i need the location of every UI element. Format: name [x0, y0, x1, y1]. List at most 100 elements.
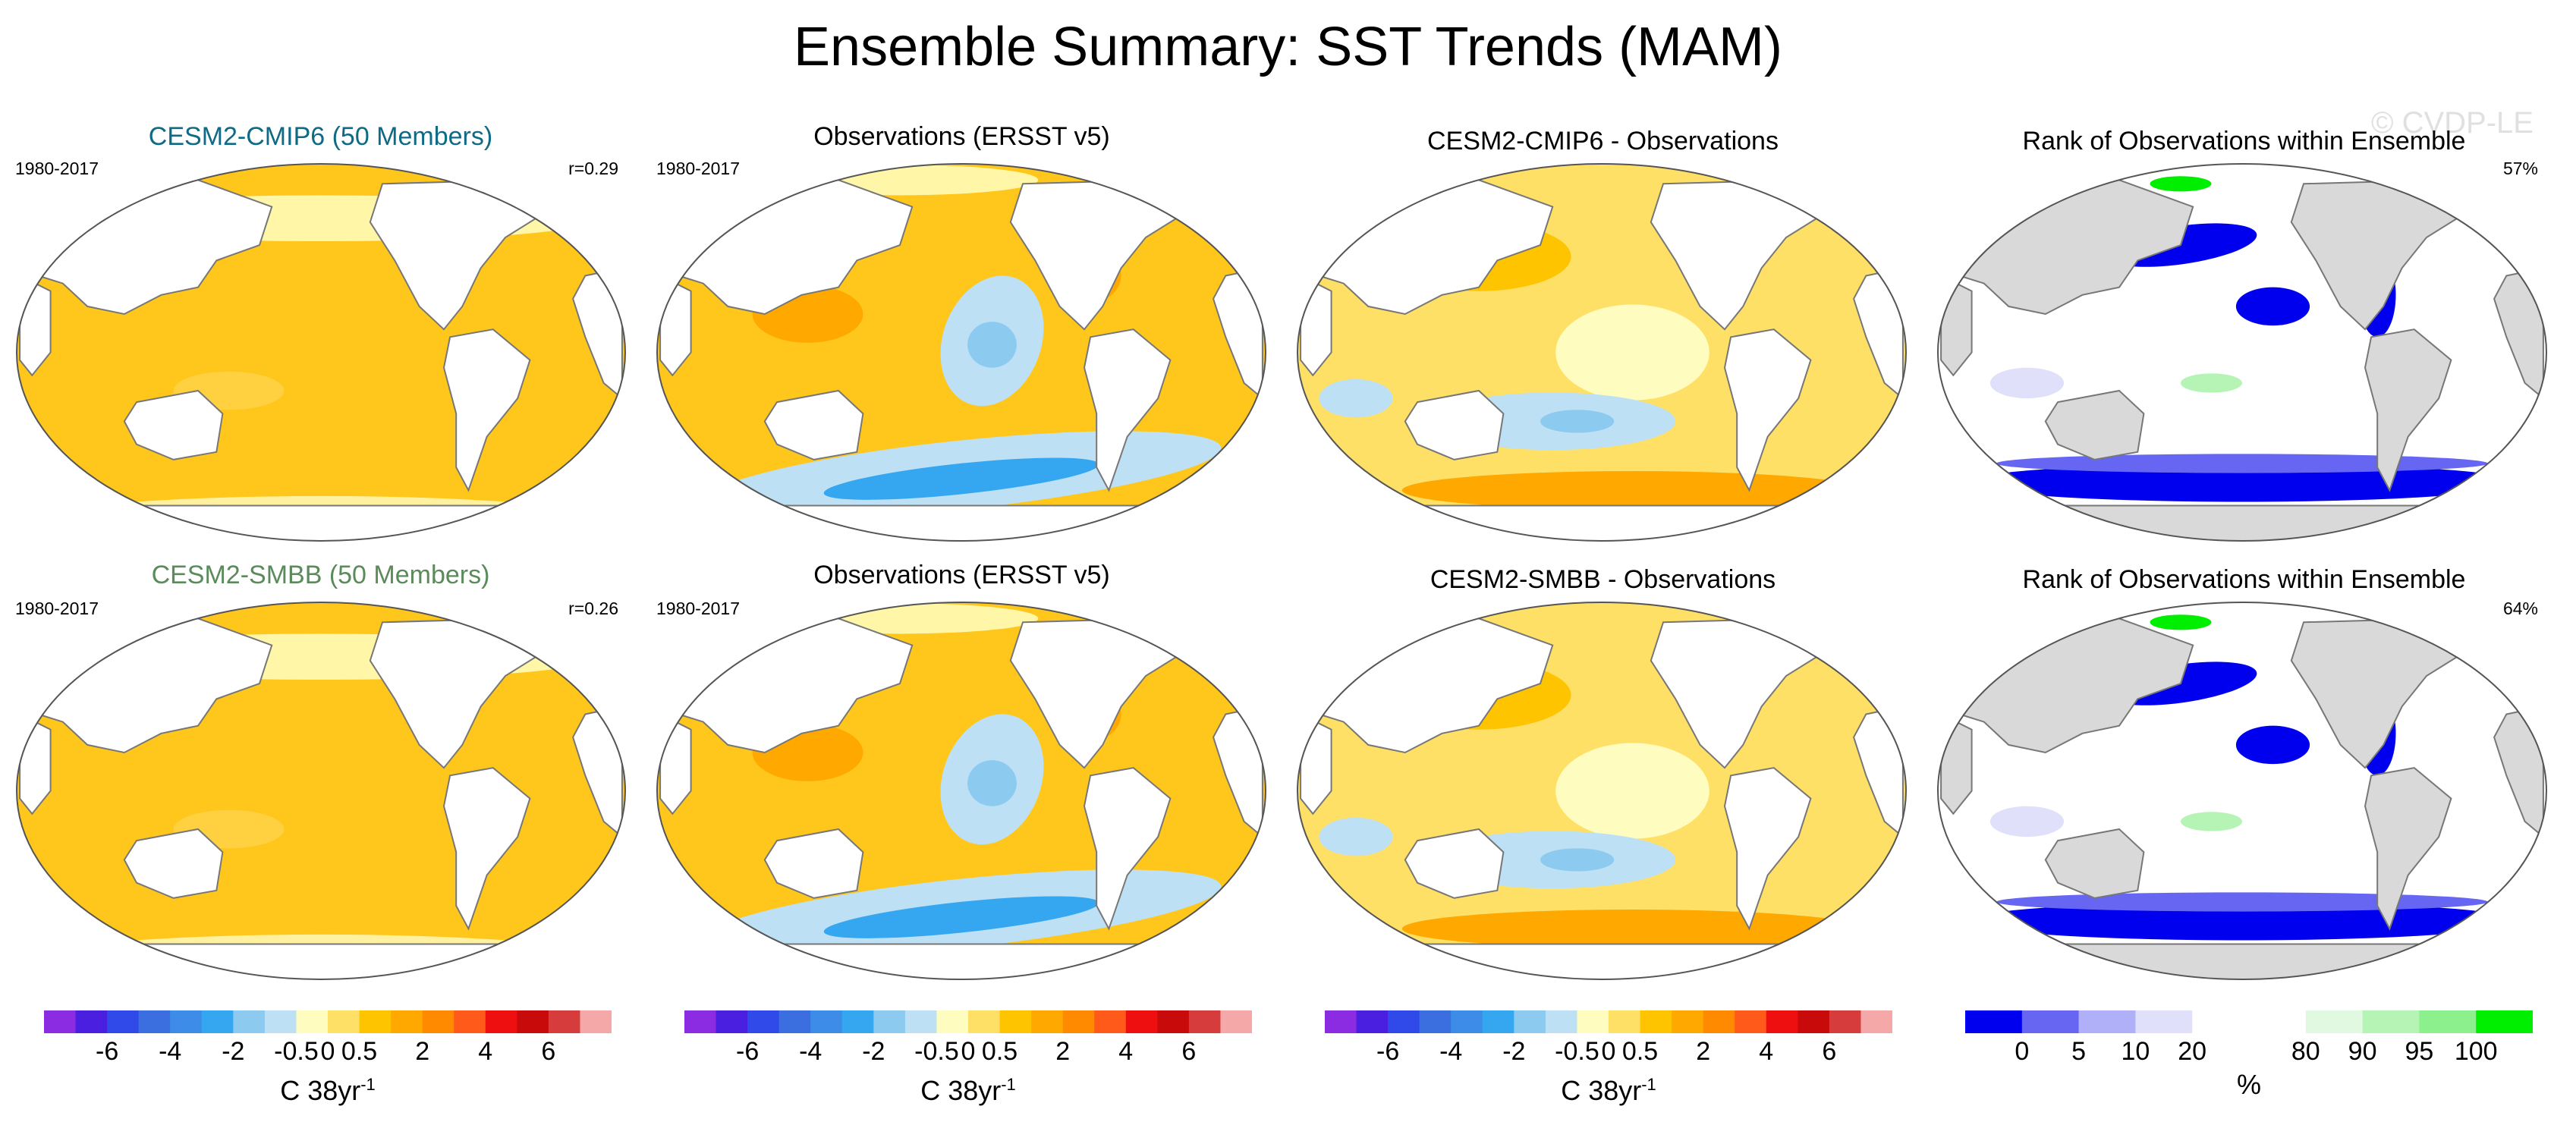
colorbar-swatch: [548, 1010, 580, 1033]
southern-ocean-edge: [1996, 892, 2488, 912]
map-r2-c4: [1937, 602, 2547, 980]
land-antarc: [1323, 504, 1881, 541]
map-outline: [656, 602, 1266, 980]
period-label-r2-c1: 1980-2017: [15, 599, 99, 618]
colorbar-tick-label: -0.5: [1555, 1037, 1599, 1066]
southern-warm: [1401, 910, 1864, 948]
colorbar-swatch: [170, 1010, 203, 1033]
southern-ocean-core: [823, 896, 1099, 938]
colorbar-swatch: [1829, 1010, 1861, 1033]
colorbar-swatch: [936, 1010, 969, 1033]
colorbar-tick-label: 5: [2071, 1037, 2087, 1066]
map-outline: [1297, 163, 1907, 542]
colorbar-swatch: [233, 1010, 266, 1033]
period-label-r1-c1: 1980-2017: [15, 159, 99, 178]
colorbar-tick-label: -6: [735, 1037, 760, 1066]
colorbar-swatch: [580, 1010, 612, 1033]
colorbar-label-2: C 38yr-1: [920, 1075, 1016, 1106]
colorbar-swatch: [359, 1010, 392, 1033]
southern-ocean-edge: [1996, 454, 2488, 473]
panel-title-r1-c4: Rank of Observations within Ensemble: [2022, 127, 2466, 156]
colorbar-swatch: [968, 1010, 1001, 1033]
land-antarc: [1963, 504, 2521, 541]
south-pacific-core: [1540, 848, 1615, 872]
colorbar-swatch: [1703, 1010, 1735, 1033]
colorbar-swatch: [999, 1010, 1032, 1033]
colorbar-tick-label: 0.5: [981, 1037, 1018, 1066]
land-aus: [763, 828, 864, 899]
colorbar-swatch: [1388, 1010, 1420, 1033]
land-aus: [123, 389, 224, 460]
colorbar-swatch: [2249, 1010, 2307, 1033]
colorbar-tick-label: 20: [2178, 1037, 2207, 1066]
map-outline: [1297, 602, 1907, 980]
colorbar-swatch: [485, 1010, 517, 1033]
tropic-neutral: [1555, 304, 1709, 401]
land-samer: [442, 767, 531, 931]
map-r2-c3: [1297, 602, 1907, 980]
colorbar-swatch: [391, 1010, 423, 1033]
land-samer: [2364, 767, 2452, 931]
land-aus: [123, 828, 224, 899]
colorbar-swatch: [904, 1010, 937, 1033]
map-r1-c3: [1297, 163, 1907, 542]
figure-title: Ensemble Summary: SST Trends (MAM): [794, 17, 1782, 77]
colorbar-tick-label: 0: [320, 1037, 335, 1066]
colorbar-swatch: [1419, 1010, 1452, 1033]
panel-title-r2-c2: Observations (ERSST v5): [813, 561, 1110, 589]
colorbar-tick-label: 6: [1822, 1037, 1837, 1066]
colorbar-swatch: [1125, 1010, 1158, 1033]
land-aus: [763, 389, 864, 460]
land-antarc: [1323, 943, 1881, 979]
colorbar-tick-label: 4: [478, 1037, 493, 1066]
colorbar-swatch: [454, 1010, 486, 1033]
colorbar-swatch: [1062, 1010, 1095, 1033]
colorbar-swatch: [1545, 1010, 1577, 1033]
map-r2-c1: [16, 602, 626, 980]
colorbar-swatch: [2305, 1010, 2364, 1033]
land-antarc: [1963, 943, 2521, 979]
colorbar-tick-label: -2: [222, 1037, 245, 1066]
colorbar-1: [44, 1010, 612, 1033]
colorbar-swatch: [716, 1010, 748, 1033]
colorbar-tick-label: 2: [1696, 1037, 1711, 1066]
tropic-high: [2181, 373, 2242, 393]
colorbar-swatch: [2135, 1010, 2193, 1033]
colorbar-swatch: [1482, 1010, 1514, 1033]
colorbar-swatch: [684, 1010, 717, 1033]
period-label-r1-c2: 1980-2017: [656, 159, 740, 178]
colorbar-label-3: C 38yr-1: [1561, 1075, 1656, 1106]
indian-mid: [1989, 806, 2065, 837]
colorbar-tick-label: 10: [2121, 1037, 2150, 1066]
east-pacific-core: [967, 322, 1017, 368]
colorbar-swatch: [1325, 1010, 1357, 1033]
colorbar-tick-label: 95: [2405, 1037, 2434, 1066]
colorbar-swatch: [1577, 1010, 1609, 1033]
colorbar-swatch: [1609, 1010, 1641, 1033]
rank-pct-r1-c4: 57%: [2502, 159, 2538, 178]
colorbar-swatch: [517, 1010, 549, 1033]
map-r1-c4: [1937, 163, 2547, 542]
colorbar-tick-label: 6: [1181, 1037, 1197, 1066]
colorbar-label-1: C 38yr-1: [280, 1075, 376, 1106]
colorbar-tick-label: -2: [1502, 1037, 1526, 1066]
colorbar-tick-label: -4: [799, 1037, 822, 1066]
map-r1-c2: [656, 163, 1266, 542]
colorbar-swatch: [422, 1010, 454, 1033]
colorbar-swatch: [2078, 1010, 2136, 1033]
colorbar-swatch: [44, 1010, 77, 1033]
colorbar-tick-label: 2: [415, 1037, 430, 1066]
land-antarc: [42, 504, 600, 541]
arctic-high: [2150, 176, 2212, 192]
colorbar-swatch: [810, 1010, 843, 1033]
corr-label-r1-c1: r=0.29: [568, 159, 618, 178]
colorbar-swatch: [778, 1010, 811, 1033]
indian-mid: [1989, 367, 2065, 399]
colorbar-swatch: [1766, 1010, 1798, 1033]
colorbar-tick-label: -0.5: [274, 1037, 319, 1066]
land-samer: [1723, 328, 1812, 492]
colorbar-swatch: [1220, 1010, 1252, 1033]
colorbar-swatch: [328, 1010, 360, 1033]
panel-title-r1-c2: Observations (ERSST v5): [813, 122, 1110, 151]
